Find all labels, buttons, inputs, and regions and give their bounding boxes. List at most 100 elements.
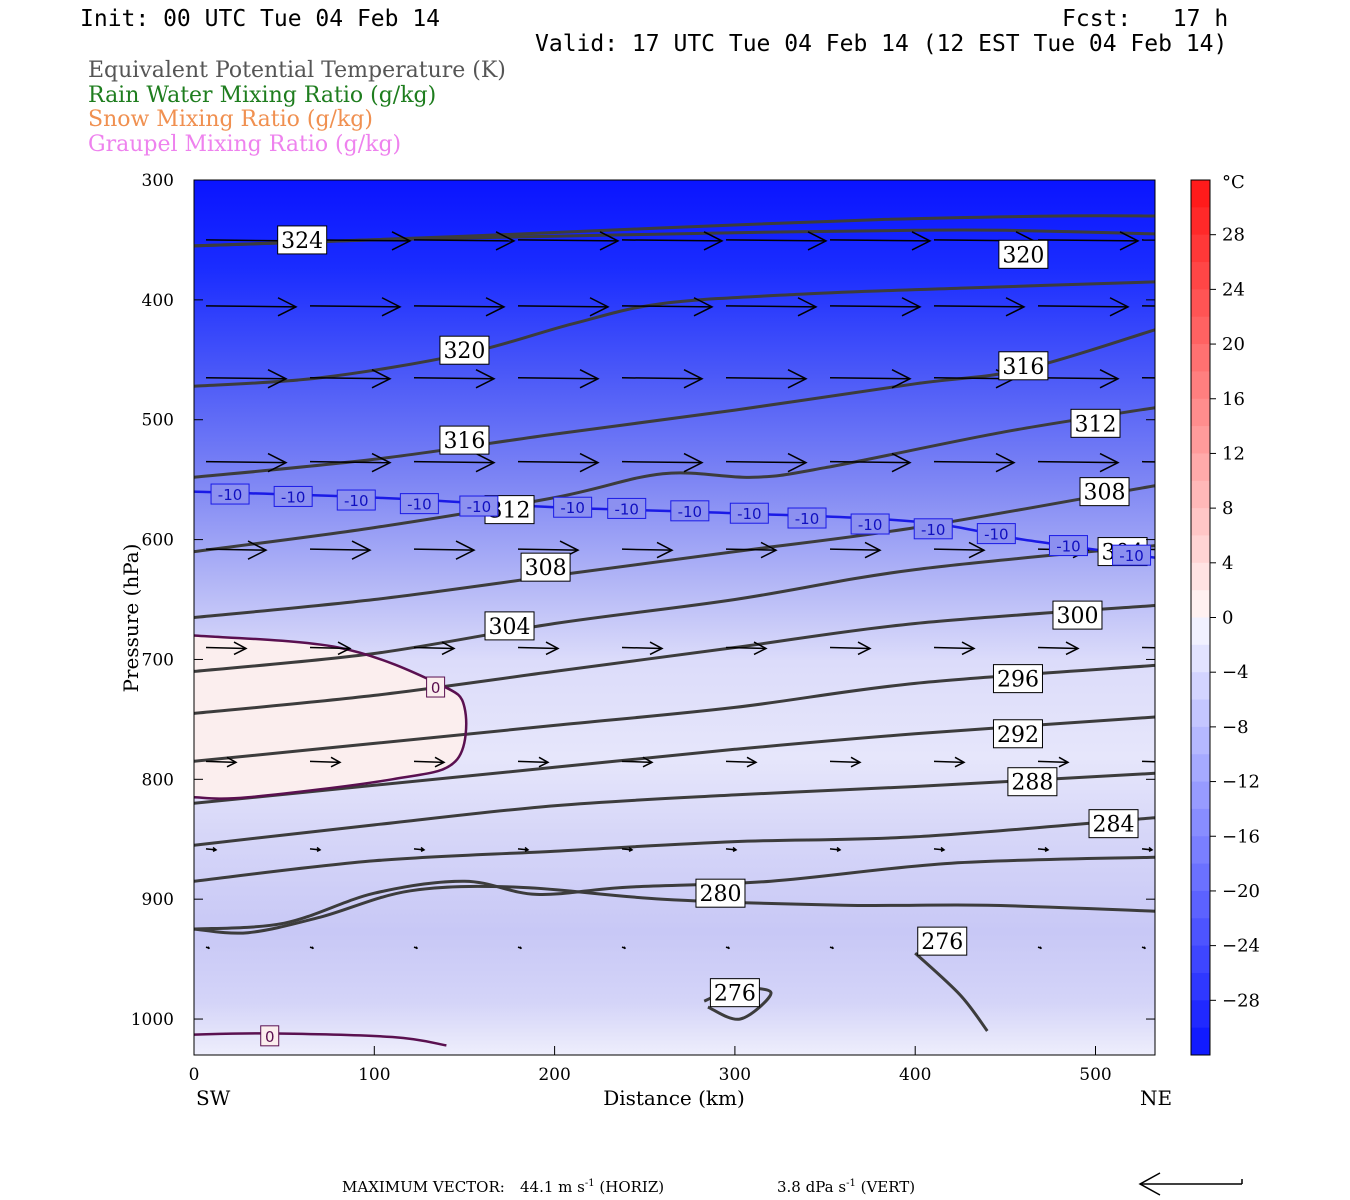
wind-vector	[829, 369, 912, 389]
wind-vector	[933, 541, 986, 559]
wind-vector	[517, 756, 550, 768]
theta-e-label-296: 296	[992, 664, 1043, 694]
wind-vector	[413, 846, 426, 853]
temperature-label-box	[210, 483, 250, 505]
wind-vector	[413, 369, 496, 389]
theta-e-label-316: 316	[998, 351, 1049, 381]
contour-layer	[194, 214, 1155, 1047]
theta-e-label-284: 284	[1088, 809, 1139, 839]
theta-e-label-box	[1088, 809, 1139, 839]
y-tick-label: 300	[142, 171, 174, 191]
temperature-label-box	[913, 518, 953, 540]
wind-vector	[829, 541, 882, 559]
theta-e-contour-296	[194, 663, 1155, 763]
theta-e-label-box	[998, 239, 1049, 269]
wind-vector	[413, 231, 516, 251]
wind-vector	[1037, 297, 1130, 317]
theta-e-label-text: 300	[1056, 604, 1098, 629]
temperature-label-box	[553, 496, 593, 518]
colorbar-band	[1191, 699, 1210, 728]
theta-e-label-box	[1007, 767, 1058, 797]
temperature-label--10: -10	[850, 513, 890, 535]
theta-e-contour-288	[194, 771, 1155, 847]
wind-vector	[413, 297, 506, 317]
theta-e-label-text: 284	[1093, 813, 1135, 838]
colorbar-band	[1191, 617, 1210, 646]
colorbar: 28 24 20 16 12 8 4 0 −4 −8 −12 −16 −20 −24 −28	[1190, 179, 1260, 1056]
colorbar-band	[1191, 234, 1210, 263]
colorbar-tick-label: 8	[1222, 498, 1233, 519]
temperature-label-0: 0	[426, 676, 446, 698]
wind-vector	[413, 452, 496, 473]
theta-e-label-box	[709, 978, 760, 1008]
temperature-label--10: -10	[976, 523, 1016, 545]
colorbar-band	[1191, 590, 1210, 618]
theta-e-label-text: 292	[997, 723, 1039, 748]
theta-e-label-316: 316	[439, 425, 490, 455]
colorbar-tick-label: 4	[1222, 553, 1233, 574]
wind-vector	[517, 231, 620, 251]
wind-vector	[205, 641, 248, 656]
wind-vector	[621, 846, 634, 853]
colorbar-band	[1191, 398, 1210, 427]
temperature-label-box	[273, 485, 313, 507]
temperature-label-text: -10	[858, 516, 883, 534]
contour-label-layer: 3243203203163163123123083083043043002962…	[210, 225, 1152, 1047]
colorbar-band	[1191, 426, 1210, 454]
wind-vector	[725, 541, 778, 559]
footer-vert-unit: (VERT)	[860, 1178, 916, 1196]
temperature-label-box	[729, 502, 769, 524]
colorbar-band	[1191, 344, 1210, 372]
warm-layer-fill	[194, 635, 467, 799]
y-tick-label: 1000	[131, 1010, 174, 1030]
wind-vector	[205, 946, 211, 950]
colorbar-band	[1191, 754, 1210, 783]
temperature-label-box	[976, 523, 1016, 545]
theta-e-label-292: 292	[992, 719, 1043, 749]
temperature-label--10: -10	[1048, 535, 1088, 557]
wind-vector	[205, 452, 288, 473]
temperature-label-box	[787, 507, 827, 529]
axes: 300 400 500 600 700 800 900 1000 0 100 200 300 400 50…	[131, 171, 1155, 1085]
theta-e-label-box	[439, 425, 490, 455]
temperature-label-box	[399, 493, 439, 515]
colorbar-band	[1191, 289, 1210, 318]
colorbar-tick-label: −20	[1222, 881, 1260, 902]
theta-e-contour-312	[194, 406, 1155, 554]
wind-vector	[309, 297, 402, 317]
colorbar-tick-label: −4	[1222, 662, 1249, 683]
wind-vector	[1037, 641, 1080, 656]
x-tick-label: 400	[899, 1065, 931, 1085]
temperature-label-text: 0	[265, 1028, 275, 1046]
temperature-label-box	[1048, 535, 1088, 557]
theta-e-label-text: 280	[699, 882, 741, 907]
colorbar-band	[1191, 480, 1210, 509]
colorbar-tick-label: −24	[1222, 936, 1260, 957]
colorbar-band	[1191, 562, 1210, 591]
colorbar-band	[1191, 808, 1210, 837]
theta-e-label-box	[520, 552, 571, 582]
wind-vector	[725, 756, 758, 768]
wind-vector	[725, 641, 768, 656]
theta-e-label-276: 276	[917, 926, 968, 956]
fill-overlays	[194, 635, 467, 799]
colorbar-tick-label: 16	[1222, 389, 1245, 410]
temperature-label--10: -10	[210, 483, 250, 505]
theta-e-label-text: 308	[1084, 481, 1126, 506]
colorbar-tick-label: 24	[1222, 279, 1245, 300]
temperature-label-text: -10	[795, 510, 820, 528]
temperature-label--10: -10	[459, 495, 499, 517]
temperature-label-box	[260, 1025, 280, 1047]
wind-vector	[829, 846, 842, 853]
temperature-contour-0	[194, 1032, 447, 1047]
footer-vert-value: 3.8 dPa s	[777, 1178, 847, 1196]
footer-max-vector-label: MAXIMUM VECTOR:	[342, 1178, 505, 1196]
field-label-snow: Snow Mixing Ratio (g/kg)	[88, 107, 373, 132]
temperature-label--10: -10	[553, 496, 593, 518]
temperature-label-box	[336, 489, 376, 511]
wind-vector	[517, 946, 523, 950]
theta-e-contour-276	[914, 952, 989, 1032]
wind-vector	[725, 369, 808, 389]
temperature-label--10: -10	[913, 518, 953, 540]
wind-vector	[205, 540, 268, 560]
